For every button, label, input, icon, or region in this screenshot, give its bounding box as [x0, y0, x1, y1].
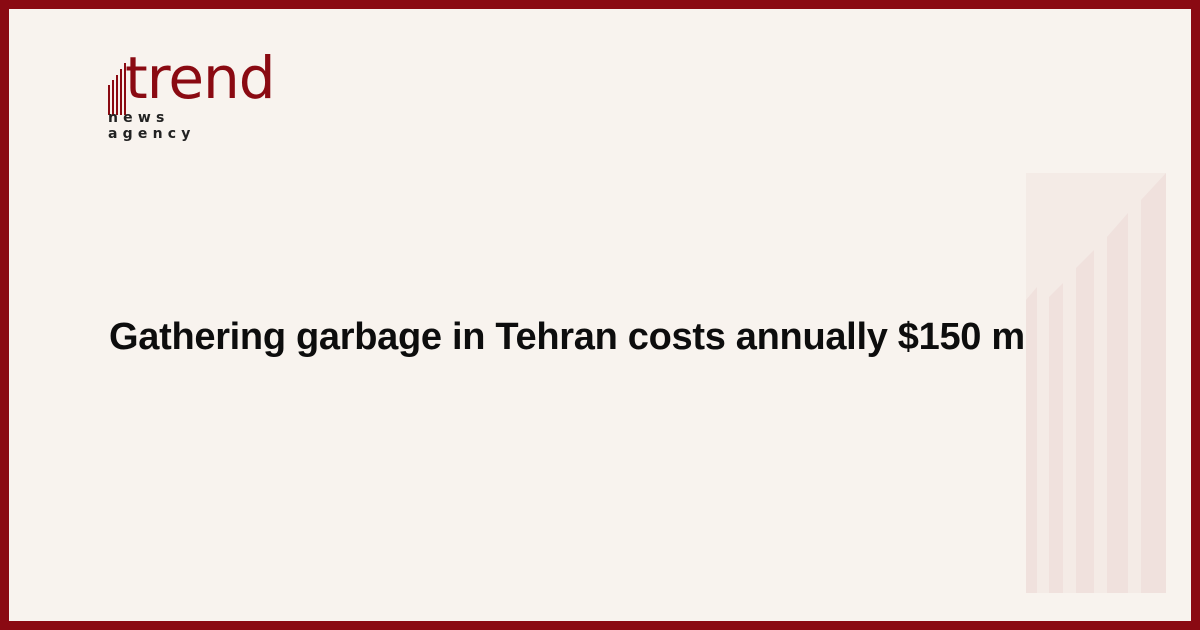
decor-bar: [1141, 173, 1166, 593]
decor-bar: [1026, 287, 1037, 593]
headline: Gathering garbage in Tehran costs annual…: [109, 316, 1059, 358]
trend-logo: trend news agency: [107, 49, 276, 142]
decor-bar: [1107, 213, 1128, 593]
decor-bar: [1076, 250, 1094, 593]
logo-wordmark: trend: [125, 44, 276, 112]
logo-tagline: news agency: [108, 110, 196, 142]
logo-bars-icon: [108, 63, 126, 115]
decor-bar: [1049, 283, 1063, 593]
share-card: trend news agency Gathering garbage in T…: [9, 9, 1191, 621]
